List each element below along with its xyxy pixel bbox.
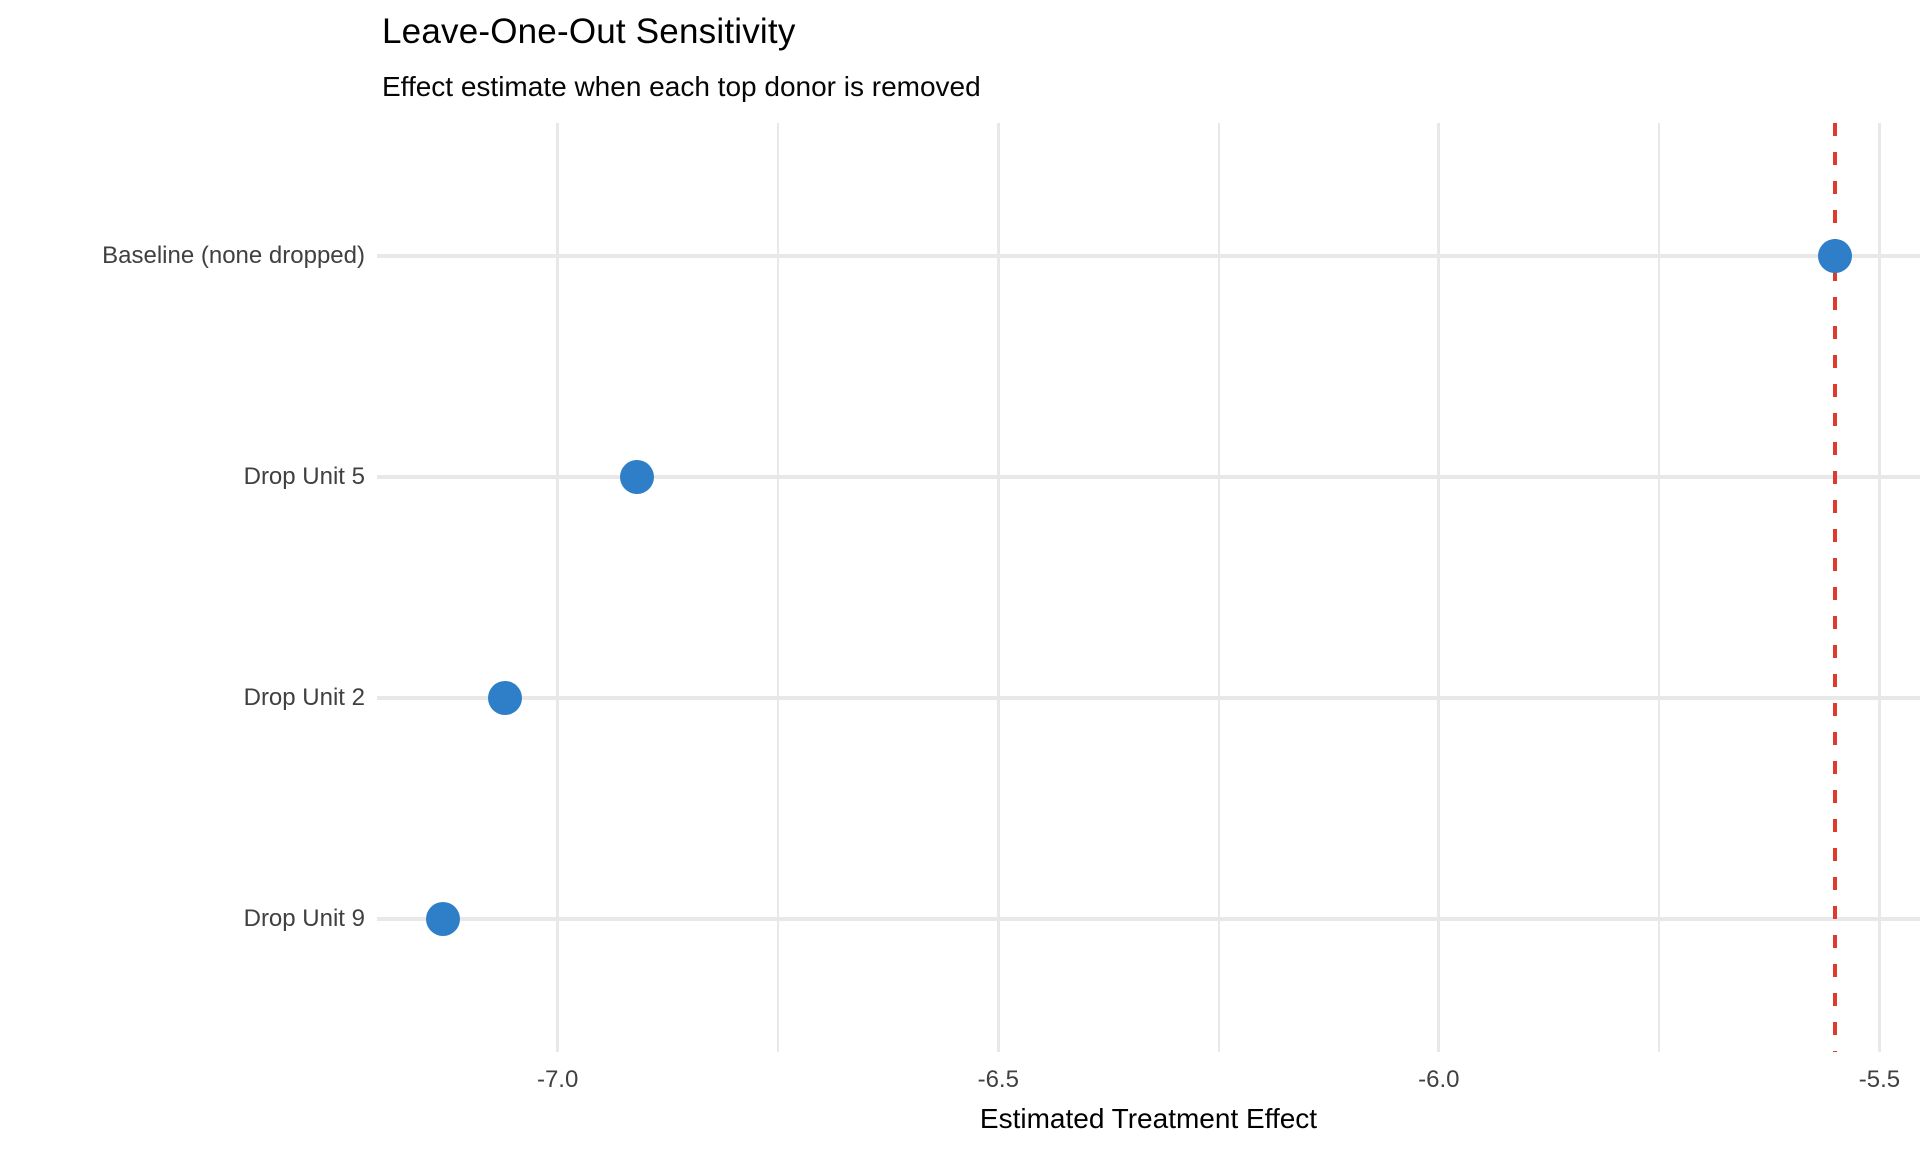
x-gridline-major bbox=[556, 123, 560, 1052]
y-axis-label: Drop Unit 2 bbox=[243, 684, 365, 712]
y-gridline bbox=[377, 474, 1920, 479]
y-gridline bbox=[377, 917, 1920, 922]
x-axis-tick-label: -6.5 bbox=[977, 1066, 1019, 1093]
x-axis-title: Estimated Treatment Effect bbox=[979, 1103, 1318, 1134]
data-point bbox=[619, 459, 654, 494]
x-axis-tick-label: -6.0 bbox=[1418, 1066, 1460, 1093]
y-gridline bbox=[377, 253, 1920, 258]
y-axis-label: Drop Unit 9 bbox=[243, 905, 365, 933]
x-gridline-major bbox=[1437, 123, 1441, 1052]
x-gridline-major bbox=[996, 123, 1000, 1052]
x-gridline-minor bbox=[1217, 123, 1220, 1052]
x-axis-tick-label: -5.5 bbox=[1858, 1066, 1901, 1093]
x-axis-tick-label: -7.0 bbox=[536, 1066, 579, 1093]
data-point bbox=[426, 902, 461, 937]
reference-line bbox=[1833, 123, 1838, 1052]
x-gridline-minor bbox=[776, 123, 779, 1052]
chart-title: Leave-One-Out Sensitivity bbox=[382, 12, 796, 51]
x-gridline-minor bbox=[1658, 123, 1661, 1052]
y-axis-label: Drop Unit 5 bbox=[243, 462, 365, 490]
data-point bbox=[487, 681, 522, 716]
chart-subtitle: Effect estimate when each top donor is r… bbox=[382, 71, 981, 102]
plot-panel bbox=[377, 123, 1920, 1052]
y-axis-label: Baseline (none dropped) bbox=[102, 241, 365, 269]
y-gridline bbox=[377, 696, 1920, 701]
x-gridline-major bbox=[1877, 123, 1881, 1052]
data-point bbox=[1818, 238, 1853, 273]
